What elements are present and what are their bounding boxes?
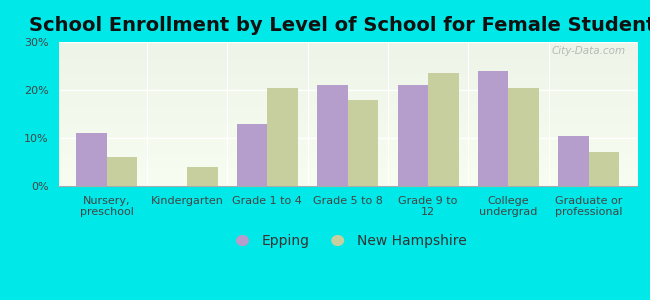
Bar xyxy=(398,85,428,186)
Bar xyxy=(317,85,348,186)
Title: School Enrollment by Level of School for Female Students: School Enrollment by Level of School for… xyxy=(29,16,650,35)
Bar xyxy=(508,88,539,186)
Legend: Epping, New Hampshire: Epping, New Hampshire xyxy=(223,229,473,254)
Bar xyxy=(237,124,267,186)
Bar xyxy=(76,133,107,186)
Bar xyxy=(187,167,218,186)
Bar xyxy=(589,152,619,186)
Bar xyxy=(558,136,589,186)
Bar xyxy=(428,73,459,186)
Text: City-Data.com: City-Data.com xyxy=(551,46,625,56)
Bar xyxy=(348,100,378,186)
Bar xyxy=(107,157,137,186)
Bar xyxy=(267,88,298,186)
Bar xyxy=(478,71,508,186)
